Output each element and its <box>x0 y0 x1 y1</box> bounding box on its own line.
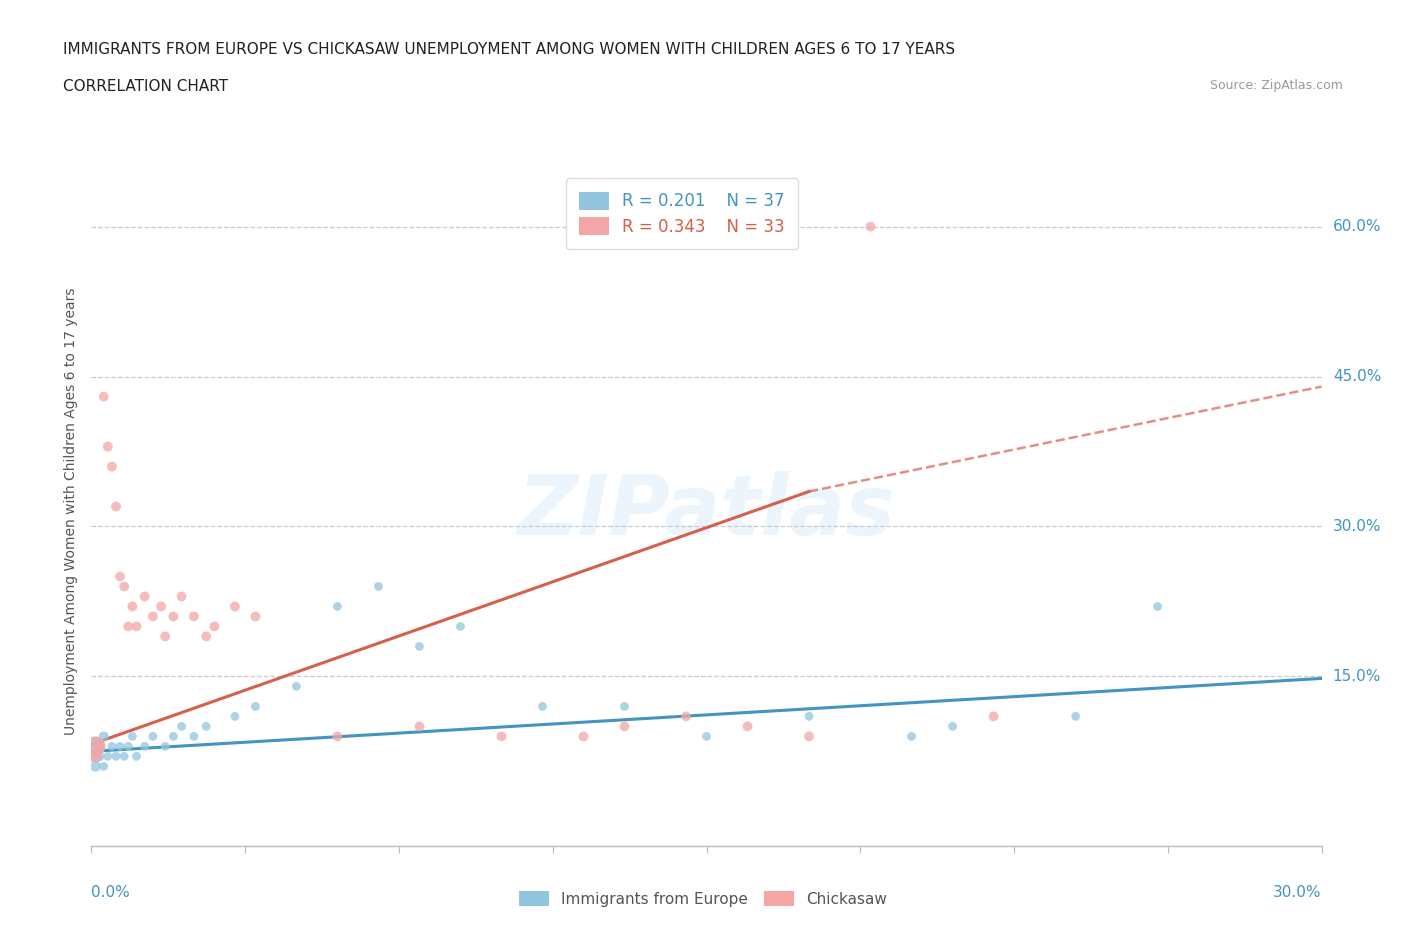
Point <box>408 639 430 654</box>
Point <box>245 609 267 624</box>
Text: ZIPatlas: ZIPatlas <box>517 471 896 552</box>
Point <box>108 569 131 584</box>
Point <box>695 729 717 744</box>
Point <box>326 599 349 614</box>
Point <box>408 719 430 734</box>
Point <box>183 609 205 624</box>
Point <box>105 499 127 514</box>
Point <box>531 699 554 714</box>
Point <box>983 709 1005 724</box>
Point <box>121 729 143 744</box>
Point <box>224 709 246 724</box>
Point <box>134 589 156 604</box>
Text: 45.0%: 45.0% <box>1333 369 1381 384</box>
Point <box>84 739 107 754</box>
Point <box>93 729 115 744</box>
Point <box>170 719 193 734</box>
Point <box>89 749 111 764</box>
Point <box>117 739 139 754</box>
Point <box>150 599 173 614</box>
Point <box>89 739 111 754</box>
Point <box>202 619 225 634</box>
Point <box>1146 599 1168 614</box>
Point <box>84 749 107 764</box>
Point <box>367 579 389 594</box>
Point <box>859 219 882 234</box>
Point <box>449 619 471 634</box>
Point <box>93 389 115 404</box>
Point <box>125 749 148 764</box>
Legend: Immigrants from Europe, Chickasaw: Immigrants from Europe, Chickasaw <box>513 885 893 913</box>
Point <box>900 729 922 744</box>
Point <box>97 749 120 764</box>
Point <box>195 719 218 734</box>
Point <box>162 729 184 744</box>
Point <box>142 729 165 744</box>
Point <box>121 599 143 614</box>
Point <box>162 609 184 624</box>
Point <box>675 709 697 724</box>
Point <box>112 579 135 594</box>
Point <box>183 729 205 744</box>
Point <box>153 629 177 644</box>
Text: Source: ZipAtlas.com: Source: ZipAtlas.com <box>1209 79 1343 92</box>
Point <box>737 719 759 734</box>
Point <box>170 589 193 604</box>
Point <box>101 739 124 754</box>
Point <box>245 699 267 714</box>
Point <box>125 619 148 634</box>
Point <box>195 629 218 644</box>
Point <box>1064 709 1087 724</box>
Point <box>285 679 308 694</box>
Point <box>89 739 111 754</box>
Text: 30.0%: 30.0% <box>1274 885 1322 900</box>
Legend: R = 0.201    N = 37, R = 0.343    N = 33: R = 0.201 N = 37, R = 0.343 N = 33 <box>565 179 799 249</box>
Point <box>572 729 595 744</box>
Point <box>326 729 349 744</box>
Y-axis label: Unemployment Among Women with Children Ages 6 to 17 years: Unemployment Among Women with Children A… <box>65 287 79 736</box>
Text: 15.0%: 15.0% <box>1333 669 1381 684</box>
Text: 30.0%: 30.0% <box>1333 519 1381 534</box>
Point <box>153 739 177 754</box>
Text: CORRELATION CHART: CORRELATION CHART <box>63 79 228 94</box>
Point <box>797 709 820 724</box>
Point <box>93 759 115 774</box>
Point <box>84 759 107 774</box>
Point <box>942 719 965 734</box>
Point <box>112 749 135 764</box>
Point <box>101 459 124 474</box>
Point <box>84 749 107 764</box>
Point <box>108 739 131 754</box>
Point <box>491 729 513 744</box>
Text: IMMIGRANTS FROM EUROPE VS CHICKASAW UNEMPLOYMENT AMONG WOMEN WITH CHILDREN AGES : IMMIGRANTS FROM EUROPE VS CHICKASAW UNEM… <box>63 42 956 57</box>
Point <box>84 739 107 754</box>
Point <box>105 749 127 764</box>
Point <box>134 739 156 754</box>
Point <box>797 729 820 744</box>
Text: 60.0%: 60.0% <box>1333 219 1381 234</box>
Text: 0.0%: 0.0% <box>91 885 131 900</box>
Point <box>142 609 165 624</box>
Point <box>613 699 636 714</box>
Point <box>613 719 636 734</box>
Point <box>97 439 120 454</box>
Point <box>117 619 139 634</box>
Point <box>224 599 246 614</box>
